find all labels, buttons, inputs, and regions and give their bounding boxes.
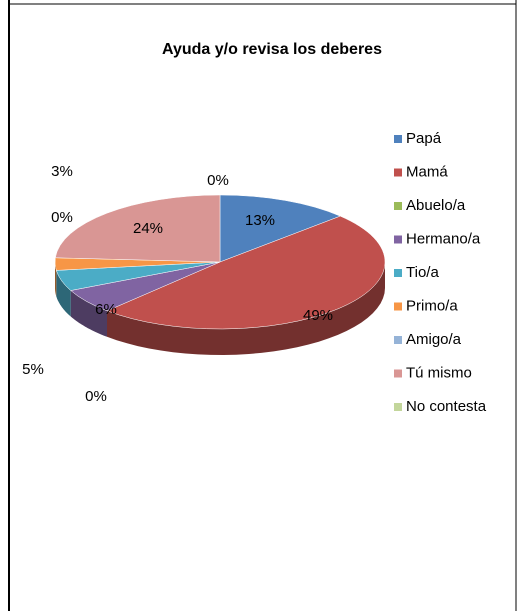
legend-swatch [394,369,402,378]
legend-label: Abuelo/a [406,197,466,214]
data-label: 24% [133,220,163,237]
data-label: 0% [51,209,73,226]
slice-side [107,262,385,355]
legend-swatch [394,135,402,143]
legend-swatch [394,336,402,344]
legend-label: Primo/a [406,297,458,314]
legend-swatch [394,269,402,277]
legend-swatch [394,168,402,177]
legend-swatch [394,302,402,311]
data-label: 5% [22,361,44,378]
legend-swatch [394,202,402,210]
slice-side [56,270,71,317]
pie-slice [106,215,386,330]
legend-label: Tio/a [406,264,439,281]
legend-label: Hermano/a [406,230,481,247]
legend-label: Mamá [406,163,448,180]
pie-slice [55,194,221,263]
chart-title: Ayuda y/o revisa los deberes [162,41,382,58]
legend-swatch [394,403,402,411]
legend-label: Tú mismo [406,364,472,381]
legend-label: Papá [406,130,442,147]
data-label: 49% [303,307,333,324]
data-label: 13% [245,212,275,229]
data-label: 0% [85,388,107,405]
data-label: 3% [51,163,73,180]
slice-side [70,290,107,337]
legend-swatch [394,235,402,244]
data-label: 0% [207,172,229,189]
slice-side [55,262,57,297]
pie-slice [219,194,341,263]
data-label: 6% [95,301,117,318]
legend-label: No contesta [406,398,487,415]
legend-label: Amigo/a [406,331,462,348]
